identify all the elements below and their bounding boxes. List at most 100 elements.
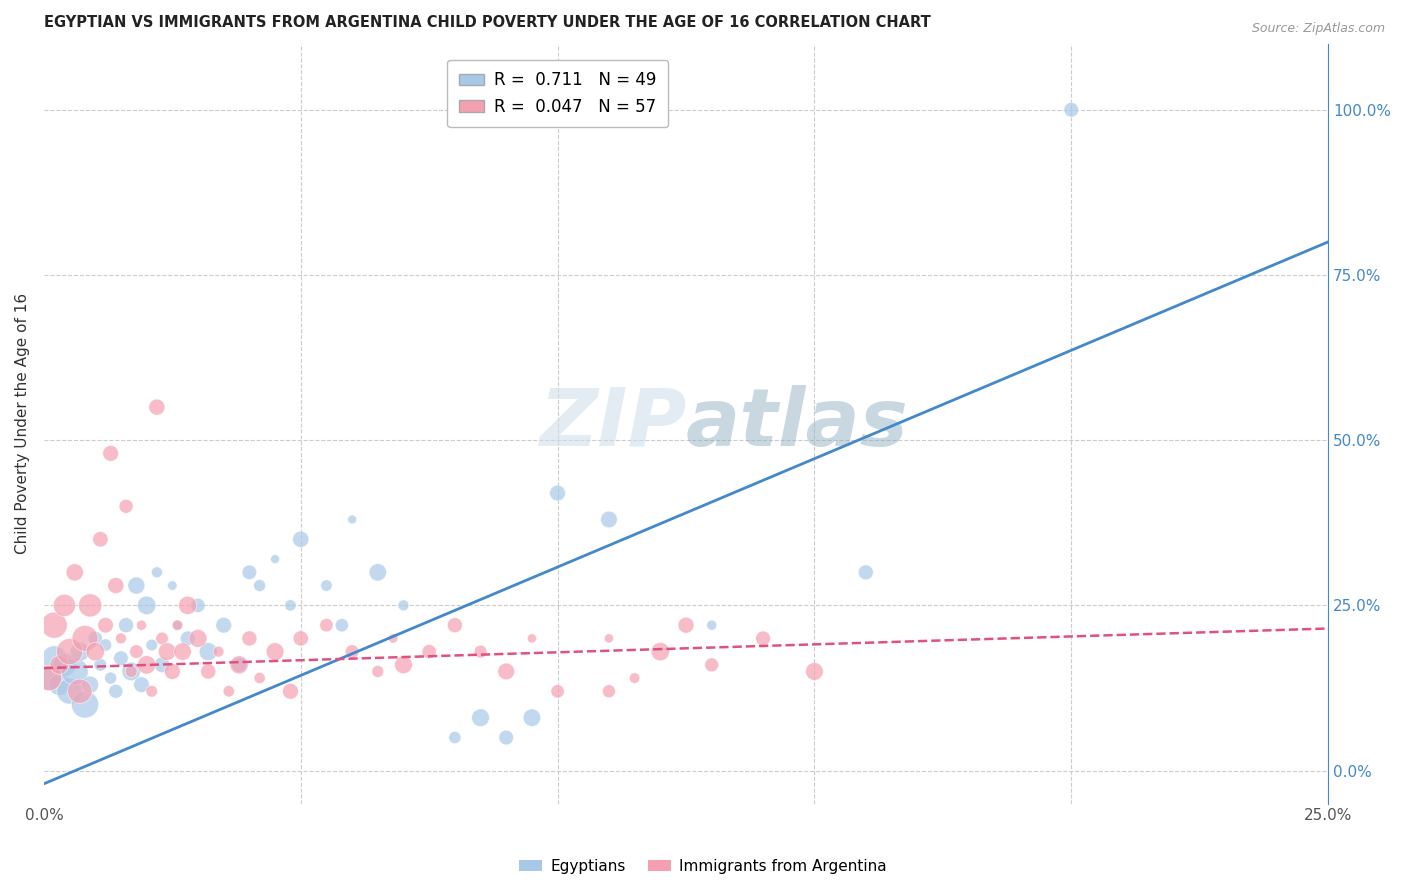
Point <box>520 711 543 725</box>
Point <box>131 618 153 632</box>
Point <box>100 671 122 685</box>
Point <box>146 566 169 580</box>
Point <box>367 665 389 679</box>
Point <box>73 698 96 712</box>
Point <box>382 632 405 646</box>
Point <box>264 552 287 566</box>
Point <box>367 566 389 580</box>
Point <box>84 645 107 659</box>
Point <box>120 665 142 679</box>
Point <box>104 578 127 592</box>
Point <box>290 533 312 547</box>
Point <box>63 566 86 580</box>
Point <box>110 632 132 646</box>
Point <box>94 618 117 632</box>
Point <box>120 665 142 679</box>
Point <box>38 671 60 685</box>
Point <box>650 645 672 659</box>
Point <box>150 657 173 672</box>
Point <box>141 684 163 698</box>
Point <box>315 618 337 632</box>
Point <box>84 632 107 646</box>
Point <box>53 657 76 672</box>
Point <box>172 645 194 659</box>
Point <box>166 618 188 632</box>
Point <box>547 684 569 698</box>
Point <box>79 599 101 613</box>
Point <box>115 618 138 632</box>
Point <box>162 578 184 592</box>
Point <box>48 678 70 692</box>
Point <box>392 599 415 613</box>
Point <box>418 645 440 659</box>
Point <box>197 645 219 659</box>
Point <box>228 657 250 672</box>
Point <box>700 618 723 632</box>
Point <box>187 599 209 613</box>
Point <box>69 645 91 659</box>
Point <box>44 651 66 665</box>
Legend: Egyptians, Immigrants from Argentina: Egyptians, Immigrants from Argentina <box>513 853 893 880</box>
Point <box>104 684 127 698</box>
Text: ZIP: ZIP <box>538 384 686 463</box>
Text: Source: ZipAtlas.com: Source: ZipAtlas.com <box>1251 22 1385 36</box>
Point <box>700 657 723 672</box>
Point <box>340 512 363 526</box>
Point <box>58 645 80 659</box>
Point <box>547 486 569 500</box>
Point <box>69 684 91 698</box>
Point <box>150 632 173 646</box>
Point <box>38 671 60 685</box>
Point <box>675 618 697 632</box>
Point <box>855 566 877 580</box>
Point <box>100 446 122 460</box>
Point <box>520 632 543 646</box>
Point <box>177 632 200 646</box>
Point <box>280 599 302 613</box>
Point <box>48 657 70 672</box>
Point <box>598 512 620 526</box>
Point <box>125 578 148 592</box>
Point <box>177 599 200 613</box>
Point <box>290 632 312 646</box>
Point <box>89 533 111 547</box>
Text: EGYPTIAN VS IMMIGRANTS FROM ARGENTINA CHILD POVERTY UNDER THE AGE OF 16 CORRELAT: EGYPTIAN VS IMMIGRANTS FROM ARGENTINA CH… <box>44 15 931 30</box>
Point <box>249 671 271 685</box>
Point <box>73 632 96 646</box>
Point <box>1060 103 1083 117</box>
Y-axis label: Child Poverty Under the Age of 16: Child Poverty Under the Age of 16 <box>15 293 30 554</box>
Point <box>752 632 775 646</box>
Point <box>141 638 163 652</box>
Point <box>598 684 620 698</box>
Point <box>146 400 169 414</box>
Point <box>131 678 153 692</box>
Point <box>89 657 111 672</box>
Point <box>94 638 117 652</box>
Point <box>238 566 260 580</box>
Point <box>125 645 148 659</box>
Point <box>623 671 645 685</box>
Point <box>228 657 250 672</box>
Point <box>166 618 188 632</box>
Point <box>115 500 138 514</box>
Point <box>135 657 157 672</box>
Point <box>392 657 415 672</box>
Point <box>63 665 86 679</box>
Point <box>187 632 209 646</box>
Point <box>135 599 157 613</box>
Point <box>280 684 302 698</box>
Point <box>197 665 219 679</box>
Text: atlas: atlas <box>686 384 908 463</box>
Point <box>470 711 492 725</box>
Point <box>58 684 80 698</box>
Point <box>444 618 467 632</box>
Point <box>598 632 620 646</box>
Point <box>470 645 492 659</box>
Point <box>79 678 101 692</box>
Point <box>340 645 363 659</box>
Point <box>495 665 517 679</box>
Point <box>803 665 825 679</box>
Point <box>110 651 132 665</box>
Point <box>207 645 229 659</box>
Point <box>249 578 271 592</box>
